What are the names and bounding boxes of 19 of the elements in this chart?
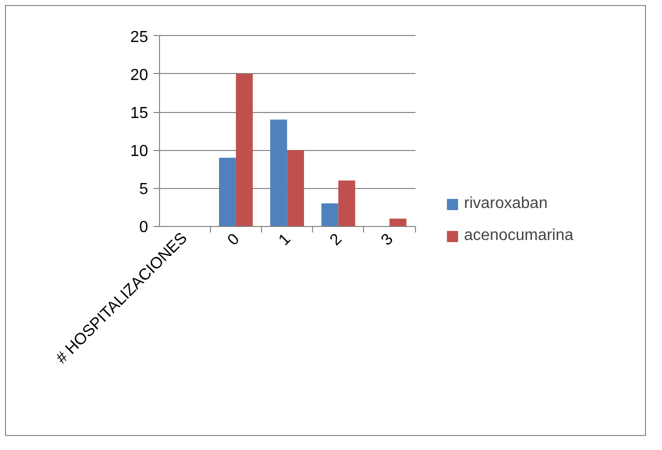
y-tick-label: 15 bbox=[130, 105, 148, 122]
bar bbox=[390, 218, 406, 226]
y-tick-label: 10 bbox=[130, 143, 148, 160]
bar bbox=[219, 158, 236, 226]
bar bbox=[287, 150, 304, 226]
x-tick-label: 2 bbox=[327, 230, 346, 250]
x-tick-label: 3 bbox=[378, 230, 397, 250]
bar bbox=[338, 180, 356, 226]
x-tick-label: 1 bbox=[276, 230, 294, 250]
bar bbox=[236, 74, 253, 226]
y-tick-label: 5 bbox=[139, 181, 148, 198]
bar bbox=[321, 203, 338, 226]
y-tick-label: 25 bbox=[130, 28, 148, 46]
x-tick-label: 0 bbox=[224, 230, 244, 250]
y-tick-label: 20 bbox=[130, 66, 148, 84]
bar bbox=[270, 120, 288, 226]
legend-label: rivaroxaban bbox=[464, 195, 548, 213]
legend-label: acenocumarina bbox=[464, 227, 574, 245]
y-tick-label: 0 bbox=[139, 219, 148, 236]
